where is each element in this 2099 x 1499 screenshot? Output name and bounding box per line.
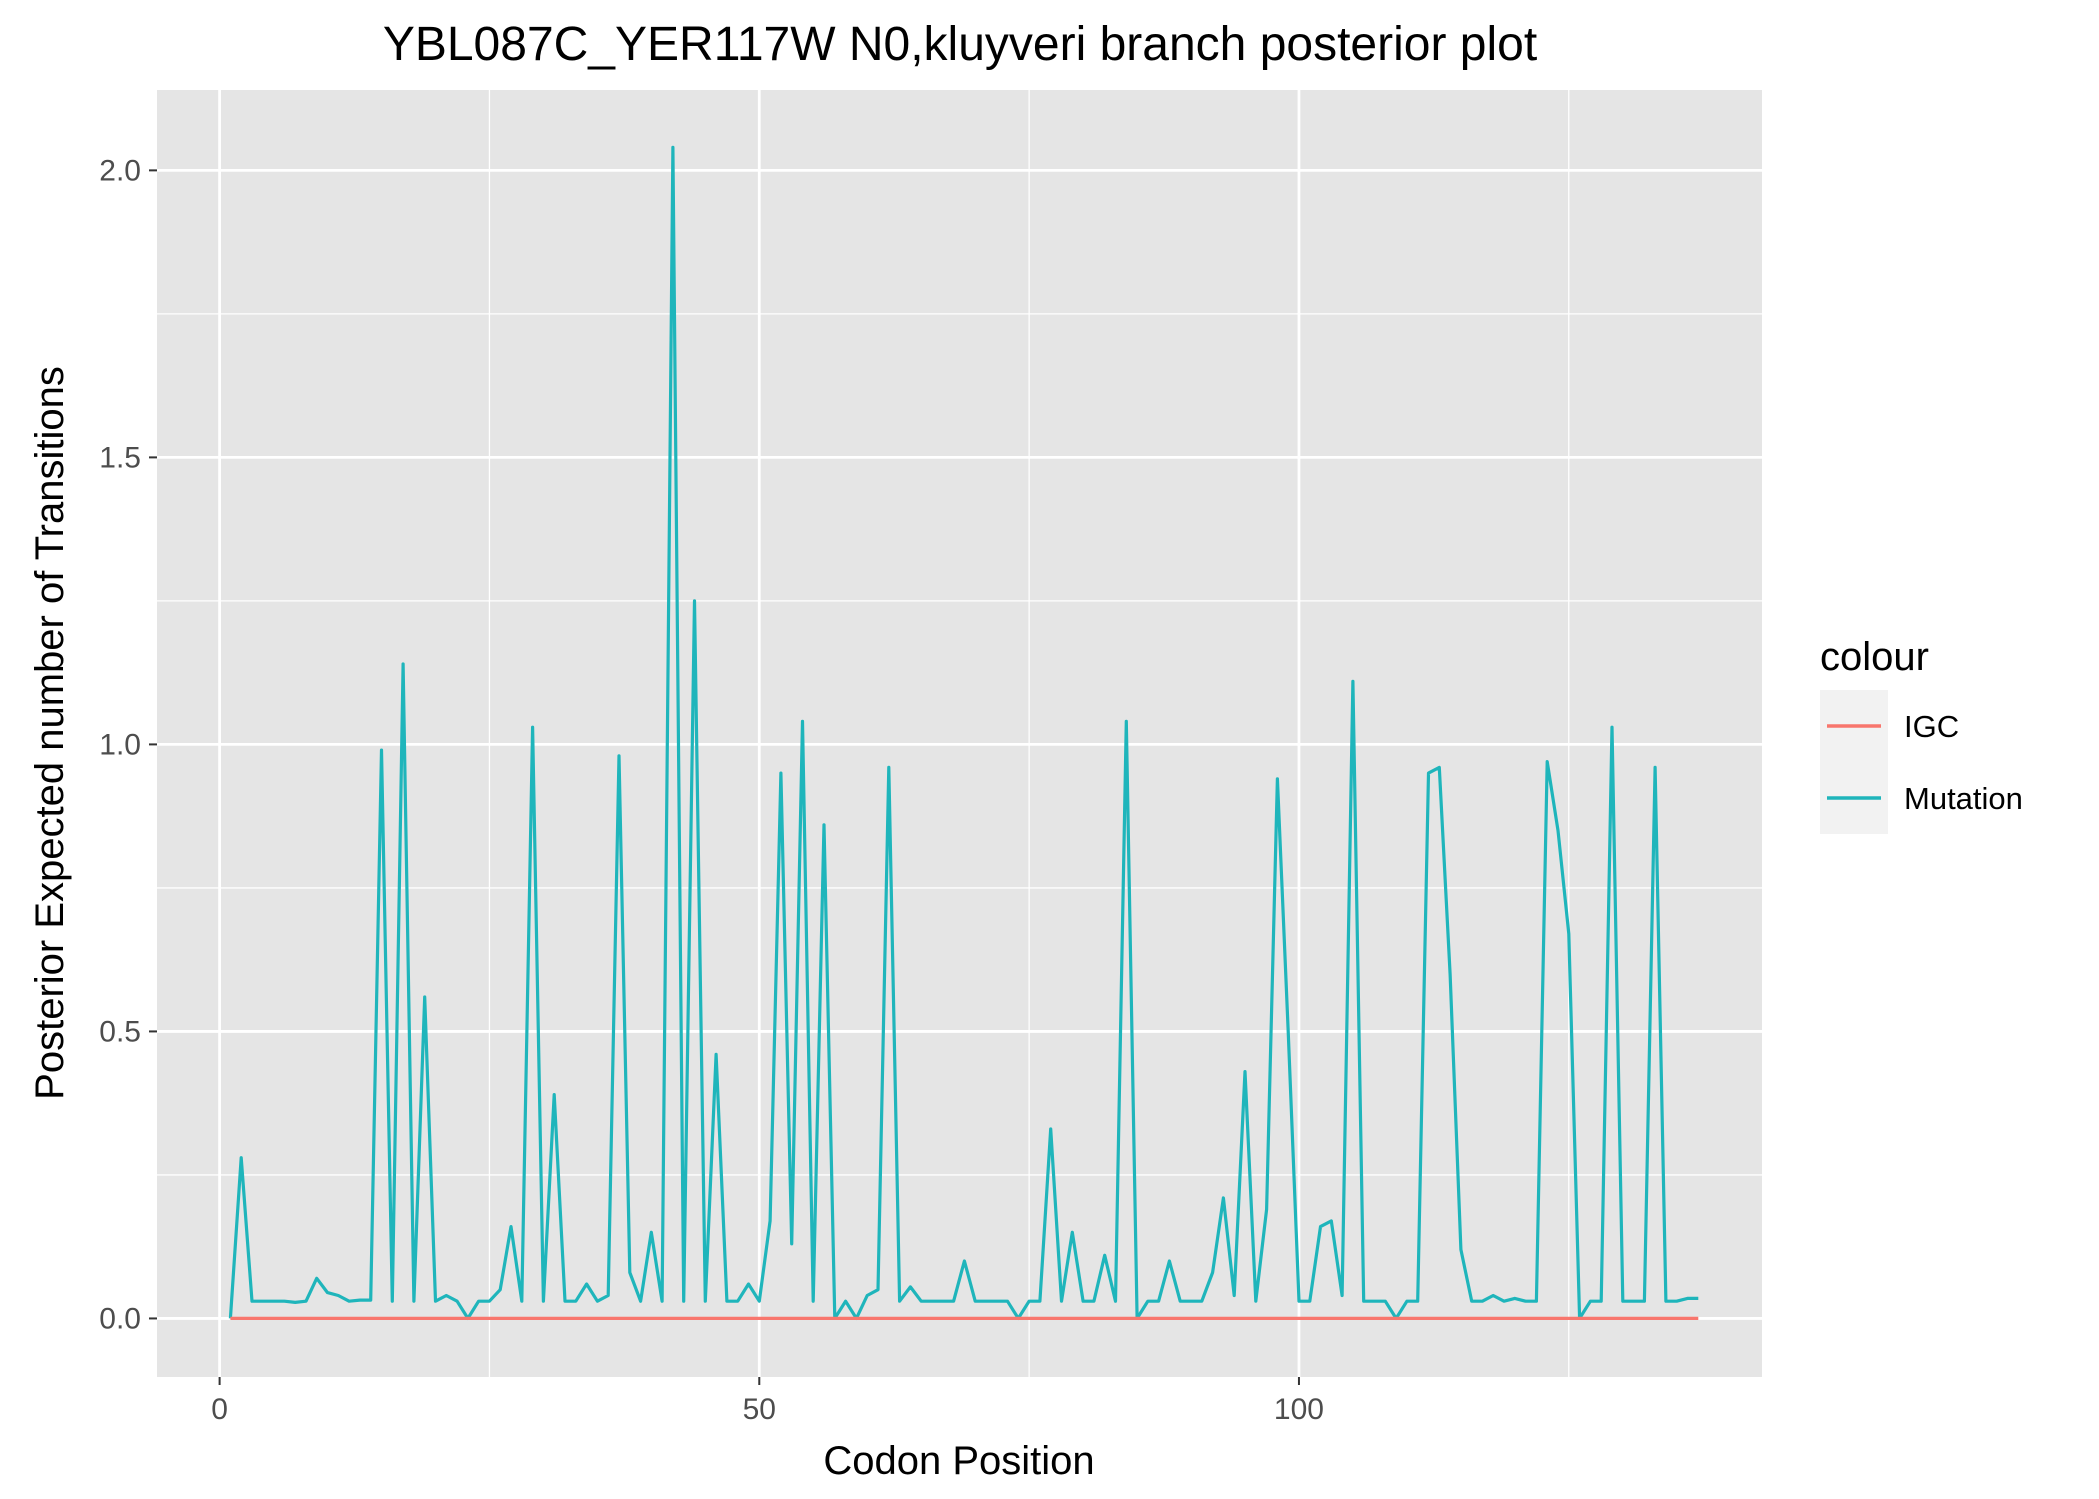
x-tick-label: 100 bbox=[1274, 1393, 1324, 1426]
series-line-mutation bbox=[228, 145, 1699, 1321]
y-tick-label: 1.0 bbox=[99, 728, 141, 761]
x-axis-title: Codon Position bbox=[823, 1439, 1094, 1483]
legend-label-igc: IGC bbox=[1904, 709, 1959, 744]
plot-panel bbox=[157, 90, 1762, 1377]
y-axis-title: Posterior Expected number of Transitions bbox=[28, 366, 72, 1100]
y-tick-label: 0.0 bbox=[99, 1302, 141, 1335]
y-tick-label: 2.0 bbox=[99, 154, 141, 187]
legend: colour IGC Mutation bbox=[1820, 635, 2023, 834]
x-axis: 0 50 100 bbox=[211, 1377, 1324, 1426]
y-tick-label: 1.5 bbox=[99, 441, 141, 474]
series-layer bbox=[228, 145, 1699, 1321]
x-tick-label: 0 bbox=[211, 1393, 228, 1426]
y-tick-label: 0.5 bbox=[99, 1015, 141, 1048]
legend-title: colour bbox=[1820, 635, 1929, 679]
x-tick-label: 50 bbox=[743, 1393, 776, 1426]
y-axis: 0.0 0.5 1.0 1.5 2.0 bbox=[99, 154, 157, 1335]
chart-title: YBL087C_YER117W N0,kluyveri branch poste… bbox=[383, 18, 1537, 71]
grid-major bbox=[157, 90, 1762, 1377]
grid-minor bbox=[157, 90, 1762, 1377]
legend-label-mutation: Mutation bbox=[1904, 781, 2023, 816]
